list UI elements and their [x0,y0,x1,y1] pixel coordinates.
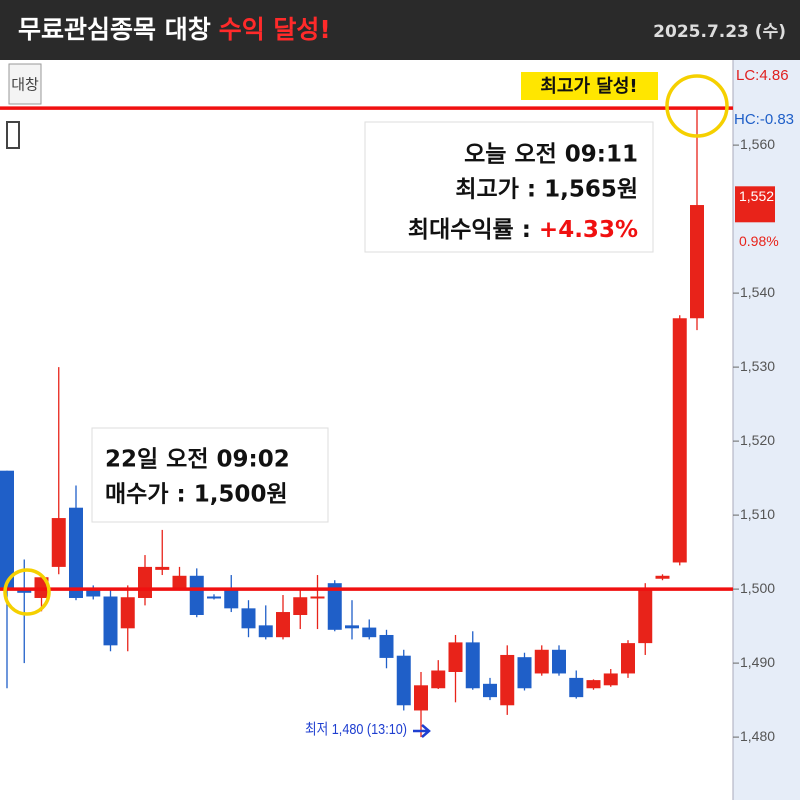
candle-body [569,677,584,698]
sell-line: 오늘 오전 09:11 [464,142,638,168]
candle-body [379,634,394,658]
candle-body [431,670,446,689]
highlight-circle [3,568,51,616]
candle-body [345,625,359,629]
low-arrow [413,724,431,738]
candle-body [17,589,32,593]
candle-body [603,673,618,686]
hc-label: HC:-0.83 [734,111,794,128]
y-tick-label: 1,490 [740,654,775,670]
candle-body [552,649,566,674]
candle-body [534,649,549,674]
candle-body [621,643,635,674]
candle-body [327,583,342,630]
sell-line: 최고가 : 1,565원 [455,177,638,203]
symbol-label: 대창 [11,76,39,94]
y-tick-label: 1,530 [740,358,775,374]
symbol-box [8,63,42,105]
candle-body [241,608,256,629]
candle-body [258,625,273,638]
high-badge: 최고가 달성! [540,76,637,97]
candle-body [207,596,221,599]
candle-body [414,685,428,711]
candle-body [189,575,204,615]
sell-line: 최대수익률 : +4.33% [408,217,638,243]
candle-body [448,642,463,672]
candle-body [276,612,290,638]
price-tag-label: 1,552 [739,188,774,204]
candle-body [120,597,135,629]
candle-body [465,642,480,689]
candle-body [224,589,239,609]
candle-body [172,575,187,590]
sell-return: +4.33% [539,217,638,243]
candle-body [672,318,687,563]
candle-body [51,518,66,567]
candle-body [293,597,308,615]
header-bar [0,0,800,60]
icon [6,121,20,149]
candle-body [138,566,152,598]
candle-body [517,657,532,689]
title-main: 무료관심종목 대창 [18,15,211,44]
candle-body [638,589,653,644]
candle-body [0,470,14,590]
axis-panel [733,60,800,800]
candle-body [655,575,670,579]
sell-prefix: 최대수익률 : [408,217,539,243]
highlight-circle [665,74,729,138]
candle-body [86,589,101,597]
candle-body [690,205,704,319]
buy-line: 22일 오전 09:02 [105,447,290,473]
candle-body [586,680,601,689]
y-tick-label: 1,510 [740,506,775,522]
sell-box [364,121,654,253]
candle-body [483,683,497,698]
header-date: 2025.7.23 (수) [653,22,786,42]
y-tick-label: 1,520 [740,432,775,448]
lc-label: LC:4.86 [736,67,789,84]
y-tick-label: 1,500 [740,580,775,596]
buy-line: 매수가 : 1,500원 [105,482,288,508]
y-tick-label: 1,540 [740,284,775,300]
buy-box [91,427,329,523]
low-note: 최저 1,480 (13:10) [305,721,407,738]
candle-body [310,596,325,599]
badge-bg [521,72,658,100]
y-tick-label: 1,480 [740,728,775,744]
candle-body [362,627,377,638]
header-title: 무료관심종목 대창 수익 달성! [18,15,331,44]
candle-body [155,566,170,570]
y-tick-label: 1,560 [740,136,775,152]
title-highlight: 수익 달성! [219,15,331,44]
candle-body [396,655,411,706]
candle-body [103,596,118,646]
candle-body [69,507,83,598]
candle-body [500,654,515,706]
price-tag [735,186,775,223]
change-label: 0.98% [739,233,779,249]
